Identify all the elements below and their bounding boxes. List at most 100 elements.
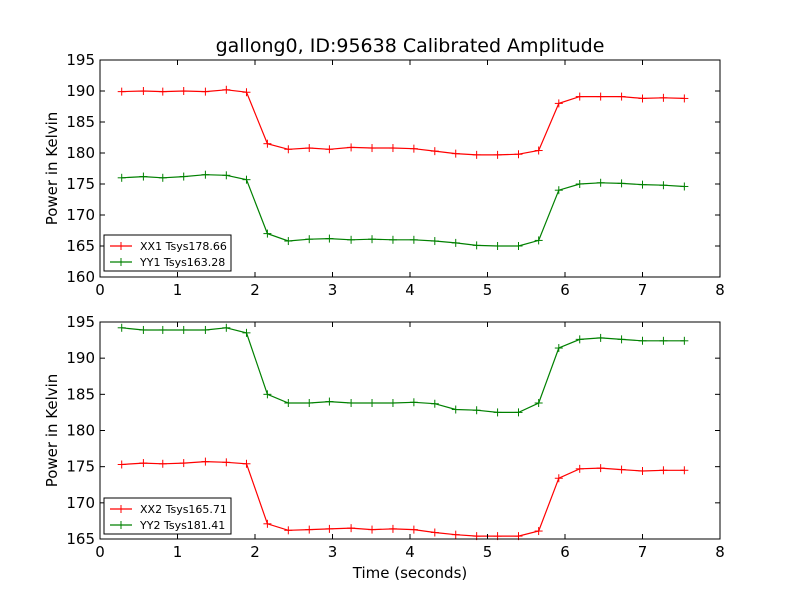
data-point-top-1	[158, 87, 167, 96]
x-tick-label: 4	[405, 543, 415, 561]
data-point-top-1	[554, 99, 563, 108]
data-point-bottom-1	[638, 467, 647, 476]
y-tick-label: 180	[66, 422, 95, 440]
y-tick-label: 175	[66, 175, 95, 193]
x-tick-label: 7	[638, 281, 648, 299]
data-point-bottom-2	[430, 399, 439, 408]
x-tick-label: 5	[483, 543, 493, 561]
data-point-bottom-2	[493, 408, 502, 417]
data-point-top-1	[388, 144, 397, 153]
data-point-bottom-2	[201, 325, 210, 334]
data-point-top-1	[201, 87, 210, 96]
data-point-top-2	[680, 182, 689, 191]
y-tick-label: 185	[66, 113, 95, 131]
legend-label: XX1 Tsys178.66	[140, 240, 227, 253]
legend-box	[103, 234, 232, 272]
subplot-bottom: 0 1 2 3 4 5 6 7 8 165 170 175 180 185 190 195 Power in …	[43, 313, 725, 561]
legend-label: YY1 Tsys163.28	[139, 256, 225, 269]
data-point-top-1	[305, 144, 314, 153]
data-point-top-2	[575, 180, 584, 188]
data-point-top-2	[347, 235, 356, 244]
data-point-bottom-1	[368, 525, 377, 534]
series-line-bottom-1	[121, 460, 685, 537]
subplot-top-ylabel: Power in Kelvin	[43, 112, 61, 226]
data-point-bottom-1	[617, 465, 626, 474]
data-point-bottom-1	[659, 466, 668, 475]
x-axis-label: Time (seconds)	[352, 564, 468, 582]
data-point-top-2	[305, 235, 314, 244]
data-point-top-2	[139, 172, 148, 181]
x-tick-label: 8	[715, 281, 725, 299]
data-point-top-1	[368, 144, 377, 153]
data-point-bottom-1	[139, 459, 148, 468]
data-point-bottom-2	[680, 336, 689, 345]
data-point-bottom-2	[139, 325, 148, 334]
data-point-top-2	[222, 171, 231, 180]
data-point-top-2	[284, 237, 293, 246]
data-point-bottom-2	[158, 325, 167, 334]
data-point-top-2	[638, 180, 647, 189]
figure-title: gallong0, ID:95638 Calibrated Amplitude	[216, 35, 605, 57]
data-point-bottom-1	[179, 459, 188, 468]
x-tick-label: 2	[250, 281, 260, 299]
data-point-top-1	[617, 92, 626, 101]
data-point-bottom-2	[451, 405, 460, 414]
data-point-bottom-2	[409, 398, 418, 407]
x-tick-label: 5	[483, 281, 493, 299]
x-tick-label: 4	[405, 281, 415, 299]
data-point-top-2	[242, 175, 251, 184]
legend-marker	[117, 258, 125, 266]
data-point-bottom-2	[554, 344, 563, 353]
data-point-top-1	[430, 147, 439, 156]
x-tick-label: 6	[560, 543, 570, 561]
data-point-top-2	[472, 241, 481, 250]
data-point-top-2	[430, 237, 439, 246]
x-tick-label: 3	[328, 281, 338, 299]
data-point-top-2	[201, 170, 210, 179]
data-point-bottom-2	[638, 336, 647, 345]
subplot-top-ticks: 0 1 2 3 4 5 6 7 8 160 165 170 175 180 185 190 195	[66, 51, 724, 299]
series-line-top-2	[121, 174, 685, 247]
data-point-bottom-2	[388, 399, 397, 408]
data-point-bottom-2	[347, 399, 356, 408]
data-point-bottom-1	[680, 466, 689, 475]
data-point-top-2	[409, 235, 418, 244]
data-point-bottom-2	[368, 399, 377, 408]
legend-marker	[117, 521, 125, 529]
series-line-bottom-2	[121, 327, 685, 413]
x-tick-label: 1	[173, 281, 183, 299]
y-tick-label: 160	[66, 268, 95, 286]
subplot-bottom-legend: XX2 Tsys165.71 YY2 Tsys181.41	[103, 497, 232, 535]
data-point-bottom-1	[554, 474, 563, 483]
data-point-top-2	[514, 242, 523, 250]
data-point-top-1	[451, 149, 460, 158]
data-point-top-1	[575, 92, 584, 101]
data-point-top-1	[242, 88, 251, 97]
data-point-bottom-2	[534, 399, 543, 408]
data-point-bottom-1	[534, 527, 543, 536]
subplot-top-marks	[117, 85, 689, 250]
data-point-bottom-2	[659, 336, 668, 345]
data-point-top-2	[534, 236, 543, 245]
data-point-bottom-1	[430, 528, 439, 537]
data-point-bottom-1	[222, 458, 231, 467]
data-point-bottom-1	[596, 464, 605, 473]
data-point-bottom-1	[158, 459, 167, 468]
data-point-top-1	[514, 150, 523, 159]
data-point-bottom-1	[451, 530, 460, 539]
data-point-top-1	[179, 87, 188, 95]
data-point-top-1	[659, 93, 668, 102]
data-point-bottom-2	[242, 328, 251, 337]
data-point-top-1	[534, 146, 543, 155]
y-tick-label: 190	[66, 349, 95, 367]
data-point-top-2	[368, 235, 377, 244]
data-point-top-1	[325, 145, 334, 154]
legend-label: YY2 Tsys181.41	[139, 519, 225, 532]
x-tick-label: 0	[95, 281, 105, 299]
data-point-top-2	[263, 229, 272, 238]
data-point-bottom-1	[575, 464, 584, 473]
x-tick-label: 0	[95, 543, 105, 561]
data-point-top-1	[284, 145, 293, 154]
data-point-bottom-2	[514, 408, 523, 417]
data-point-bottom-1	[325, 524, 334, 533]
